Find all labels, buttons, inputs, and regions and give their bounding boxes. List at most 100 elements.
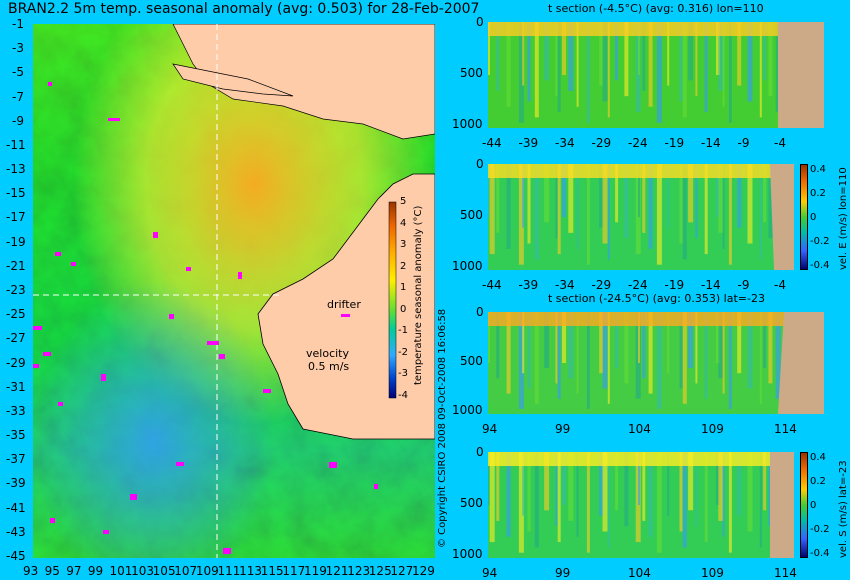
- section-stripe: [599, 22, 604, 86]
- section-stripe: [607, 312, 610, 404]
- map-colorbar-tick: 1: [400, 282, 407, 293]
- section-stripe: [716, 164, 720, 217]
- section-stripe: [586, 312, 590, 409]
- panel-x-tick: -14: [701, 278, 721, 292]
- section-stripe: [648, 452, 653, 537]
- map-y-tick: -35: [6, 428, 26, 443]
- map-y-tick: -7: [12, 89, 24, 104]
- section-stripe: [544, 452, 550, 511]
- section-stripe: [716, 452, 720, 505]
- section-stripe: [488, 164, 490, 217]
- map-y-tick: -21: [6, 258, 26, 273]
- panel-y-tick: 1000: [452, 402, 483, 417]
- section-stripe: [544, 22, 550, 81]
- panel-y-tick: 0: [476, 305, 484, 319]
- section-stripe: [656, 312, 662, 409]
- section-stripe: [562, 22, 566, 75]
- map-colorbar-tick: -1: [398, 325, 408, 336]
- section-stripe: [586, 452, 590, 553]
- section-stripe: [602, 452, 608, 532]
- panel-y-tick: 500: [460, 65, 483, 80]
- section-stripe: [488, 312, 490, 363]
- map-y-tick: -3: [12, 41, 24, 56]
- map-y-tick: -19: [6, 234, 26, 249]
- section-stripe: [759, 312, 762, 404]
- section-field: [488, 312, 824, 414]
- panel-colorbar-tick: 0.2: [810, 476, 826, 488]
- panel-colorbar-tick: 0.4: [810, 452, 826, 463]
- section-stripe: [557, 452, 561, 543]
- map-y-tick: -39: [6, 476, 26, 491]
- section-stripe: [747, 22, 753, 102]
- panel-colorbar-label: vel. E (m/s) lon=110: [838, 167, 849, 270]
- section-stripe: [607, 452, 610, 548]
- map-y-tick: -1: [12, 17, 24, 31]
- map-x-tick: 109: [195, 564, 219, 578]
- section-plot: [488, 312, 824, 414]
- section-stripe: [602, 312, 608, 389]
- section-stripe: [704, 22, 708, 113]
- section-stripe: [557, 22, 561, 113]
- map-x-tick: 125: [368, 564, 392, 578]
- section-stripe: [747, 312, 753, 389]
- section-stripe: [534, 22, 539, 118]
- section-stripe: [534, 312, 539, 404]
- map-y-tick: -41: [6, 500, 26, 515]
- section-stripe: [576, 22, 579, 107]
- panel-colorbar-tick: 0.2: [810, 188, 826, 200]
- section-stripe: [527, 312, 531, 389]
- land-mask: [778, 312, 824, 414]
- panel-x-tick: 99: [555, 566, 571, 580]
- map-x-tick: 93: [23, 564, 39, 578]
- map-colorbar-tick: -2: [398, 346, 408, 358]
- map-x-tick: 101: [109, 564, 133, 578]
- section-stripe: [695, 452, 698, 527]
- map-y-tick: -5: [12, 65, 24, 80]
- section-stripe: [759, 164, 762, 260]
- section-stripe: [695, 312, 698, 384]
- section-stripe: [688, 452, 694, 511]
- section-stripe: [527, 164, 531, 244]
- map-y-tick: -37: [6, 452, 26, 467]
- panel-x-tick: 109: [701, 566, 724, 580]
- section-stripe: [763, 164, 767, 223]
- section-stripe: [747, 452, 753, 532]
- section-stripe: [688, 312, 694, 369]
- section-stripe: [667, 164, 670, 228]
- section-stripe: [638, 312, 640, 363]
- map-x-tick: 105: [152, 564, 176, 578]
- panel-colorbar-tick: 0: [810, 500, 817, 512]
- panel-x-tick: 99: [555, 422, 571, 436]
- panel-x-tick: -24: [628, 278, 648, 292]
- section-stripe: [775, 312, 781, 399]
- section-stripe: [642, 164, 646, 233]
- section-stripe: [555, 312, 558, 384]
- section-stripe: [679, 164, 683, 244]
- map-colorbar-tick: 3: [400, 239, 407, 250]
- section-stripe: [557, 164, 561, 255]
- panel-colorbar-tick: -0.2: [810, 236, 830, 248]
- map-y-tick: -43: [6, 524, 26, 539]
- panel-title: t section (-4.5°C) (avg: 0.316) lon=110: [548, 2, 764, 15]
- section-stripe: [728, 164, 732, 265]
- section-stripe: [679, 452, 683, 532]
- section-stripe: [768, 164, 773, 239]
- section-stripe: [642, 22, 646, 91]
- section-stripe: [607, 164, 610, 260]
- section-stripe: [496, 164, 500, 233]
- section-stripe: [488, 452, 490, 505]
- section-stripe: [679, 312, 683, 389]
- map-y-tick: -31: [6, 379, 26, 394]
- map-y-tick: -9: [12, 113, 24, 128]
- section-stripe: [518, 452, 524, 553]
- section-stripe: [624, 452, 629, 527]
- section-stripe: [496, 452, 500, 521]
- section-stripe: [768, 22, 773, 97]
- section-stripe: [568, 452, 574, 521]
- copyright-text: © Copyright CSIRO 2008 09-Oct-2008 16:06…: [437, 308, 448, 548]
- section-stripe: [496, 22, 500, 91]
- section-stripe: [568, 164, 574, 233]
- section-stripe: [688, 22, 694, 81]
- panel-y-tick: 500: [460, 495, 483, 510]
- map-y-tick: -17: [6, 210, 26, 225]
